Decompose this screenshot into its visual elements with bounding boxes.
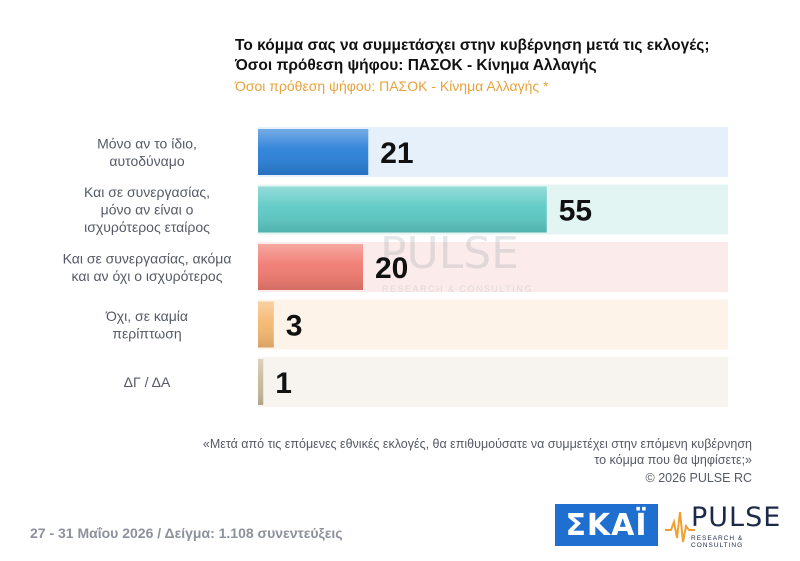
chart-title-block: Το κόμμα σας να συμμετάσχει στην κυβέρνη… <box>235 36 709 96</box>
pulse-logo: PULSE RESEARCH & CONSULTING <box>665 500 785 550</box>
bar-value-label: 20 <box>375 252 408 285</box>
bar-value-label: 21 <box>380 137 413 170</box>
chart-title-line-1: Το κόμμα σας να συμμετάσχει στην κυβέρνη… <box>235 37 710 54</box>
chart-subtitle: Όσοι πρόθεση ψήφου: ΠΑΣΟΚ - Κίνημα Αλλαγ… <box>235 78 549 94</box>
copyright-text: © 2026 PULSE RC <box>645 471 752 485</box>
category-label-line: μόνο αν είναι ο <box>101 202 194 218</box>
category-label: Και σε συνεργασίας, μόνο αν είναι ο ισχυρό… <box>84 184 210 235</box>
bar-value-label: 1 <box>275 367 292 400</box>
category-label: Και σε συνεργασίας, ακόμα και αν όχι ο ισ… <box>63 250 232 284</box>
bar-value-label: 55 <box>559 195 592 228</box>
category-label: Μόνο αν το ίδιο, αυτοδύναμο <box>97 135 197 169</box>
category-labels-group: Μόνο αν το ίδιο, αυτοδύναμο Και σε συνεργα… <box>63 135 232 390</box>
bar-shine <box>258 301 274 348</box>
category-label-line: περίπτωση <box>112 325 181 341</box>
category-label-line: Όχι, σε καμία <box>105 308 188 324</box>
watermark-name: PULSE <box>380 228 519 279</box>
bar-chart: PULSE RESEARCH & CONSULTING 21 55 20 3 1 Μόν… <box>63 127 728 407</box>
category-label: ΔΓ / ΔΑ <box>124 374 171 390</box>
pulse-wave-icon <box>665 511 695 543</box>
category-label-line: Και σε συνεργασίας, <box>84 184 210 200</box>
bar-band <box>258 299 728 350</box>
category-label-line: Και σε συνεργασίας, ακόμα <box>63 250 232 266</box>
bar-shine <box>258 244 363 290</box>
chart-title-line-2: Όσοι πρόθεση ψήφου: ΠΑΣΟΚ - Κίνημα Αλλαγ… <box>235 57 597 74</box>
category-label-line: και αν όχι ο ισχυρότερος <box>72 268 223 284</box>
bar-shine <box>258 129 369 175</box>
watermark-tagline: RESEARCH & CONSULTING <box>382 284 533 294</box>
skai-logo: ΣΚΑΪ <box>555 504 658 546</box>
skai-logo-text: ΣΚΑΪ <box>565 507 648 543</box>
bar-shine <box>258 186 547 233</box>
category-label-line: αυτοδύναμο <box>109 153 184 169</box>
bar-shine <box>258 359 264 405</box>
category-label-line: Μόνο αν το ίδιο, <box>97 135 197 151</box>
category-label-line: ΔΓ / ΔΑ <box>124 374 171 390</box>
question-note-line-1: «Μετά από τις επόμενες εθνικές εκλογές, … <box>202 437 752 451</box>
pulse-watermark: PULSE RESEARCH & CONSULTING <box>380 228 533 294</box>
category-label-line: ισχυρότερος εταίρος <box>84 219 210 235</box>
question-note: «Μετά από τις επόμενες εθνικές εκλογές, … <box>203 436 752 468</box>
question-note-line-2: το κόμμα που θα ψηφίσετε;» <box>594 453 752 467</box>
bar-band <box>258 357 728 407</box>
bars-group: 21 55 20 3 1 <box>258 129 592 405</box>
pulse-logo-name: PULSE <box>691 502 782 533</box>
pulse-logo-tagline: RESEARCH & CONSULTING <box>691 535 744 549</box>
bar-value-label: 3 <box>286 310 303 343</box>
category-label: Όχι, σε καμία περίπτωση <box>105 308 188 342</box>
survey-dates-sample: 27 - 31 Μαΐου 2026 / Δείγμα: 1.108 συνεν… <box>30 525 343 541</box>
